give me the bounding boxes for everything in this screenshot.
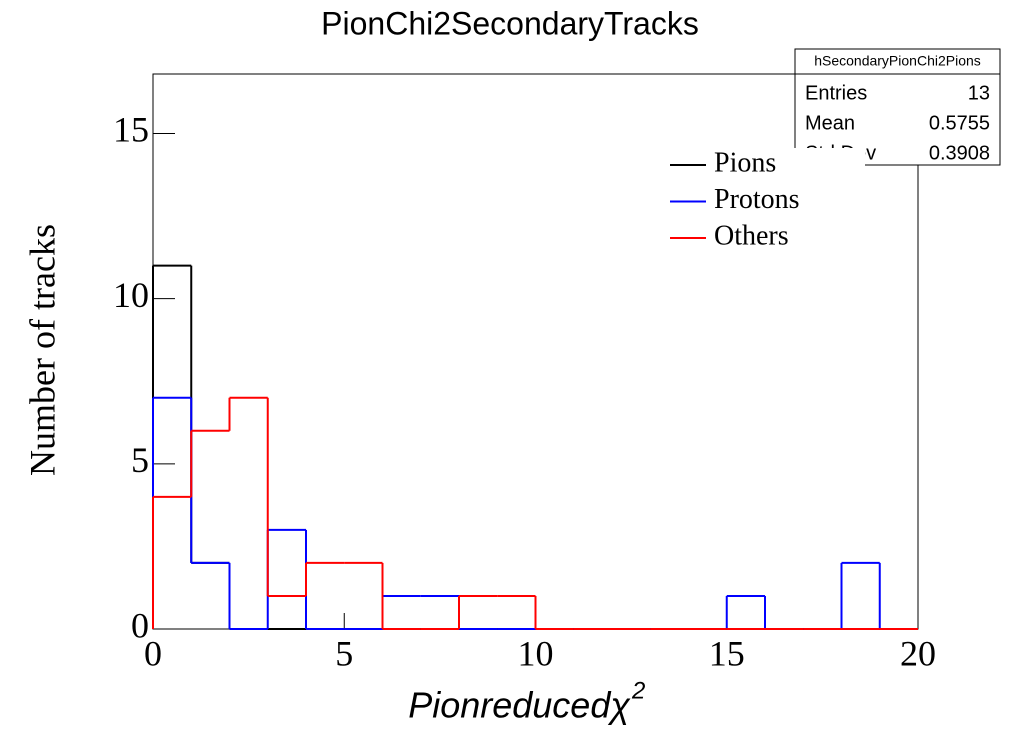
legend-label: Others [714,220,789,251]
chart-title: PionChi2SecondaryTracks [321,5,699,41]
x-tick-label: 20 [900,633,936,673]
stats-box [794,48,1001,166]
y-tick-label: 10 [113,275,149,315]
stats-title: hSecondaryPionChi2Pions [814,53,981,69]
x-axis-label: Pionreducedχ [408,685,631,726]
stats-value: 0.3908 [929,142,990,164]
y-tick-label: 5 [131,440,149,480]
y-axis-label: Number of tracks [22,224,62,476]
legend-label: Pions [714,147,776,178]
y-tick-label: 15 [113,110,149,150]
stats-label: Mean [805,112,855,134]
stats-value: 0.5755 [929,112,990,134]
x-tick-label: 5 [335,633,353,673]
x-axis-label-superscript: 2 [631,677,645,704]
legend-box [665,148,865,258]
x-tick-label: 0 [144,633,162,673]
legend-label: Protons [714,184,800,215]
stats-value: 13 [968,82,990,104]
x-tick-label: 15 [709,633,745,673]
x-tick-label: 10 [518,633,554,673]
y-tick-label: 0 [131,605,149,645]
stats-label: Entries [805,82,867,104]
